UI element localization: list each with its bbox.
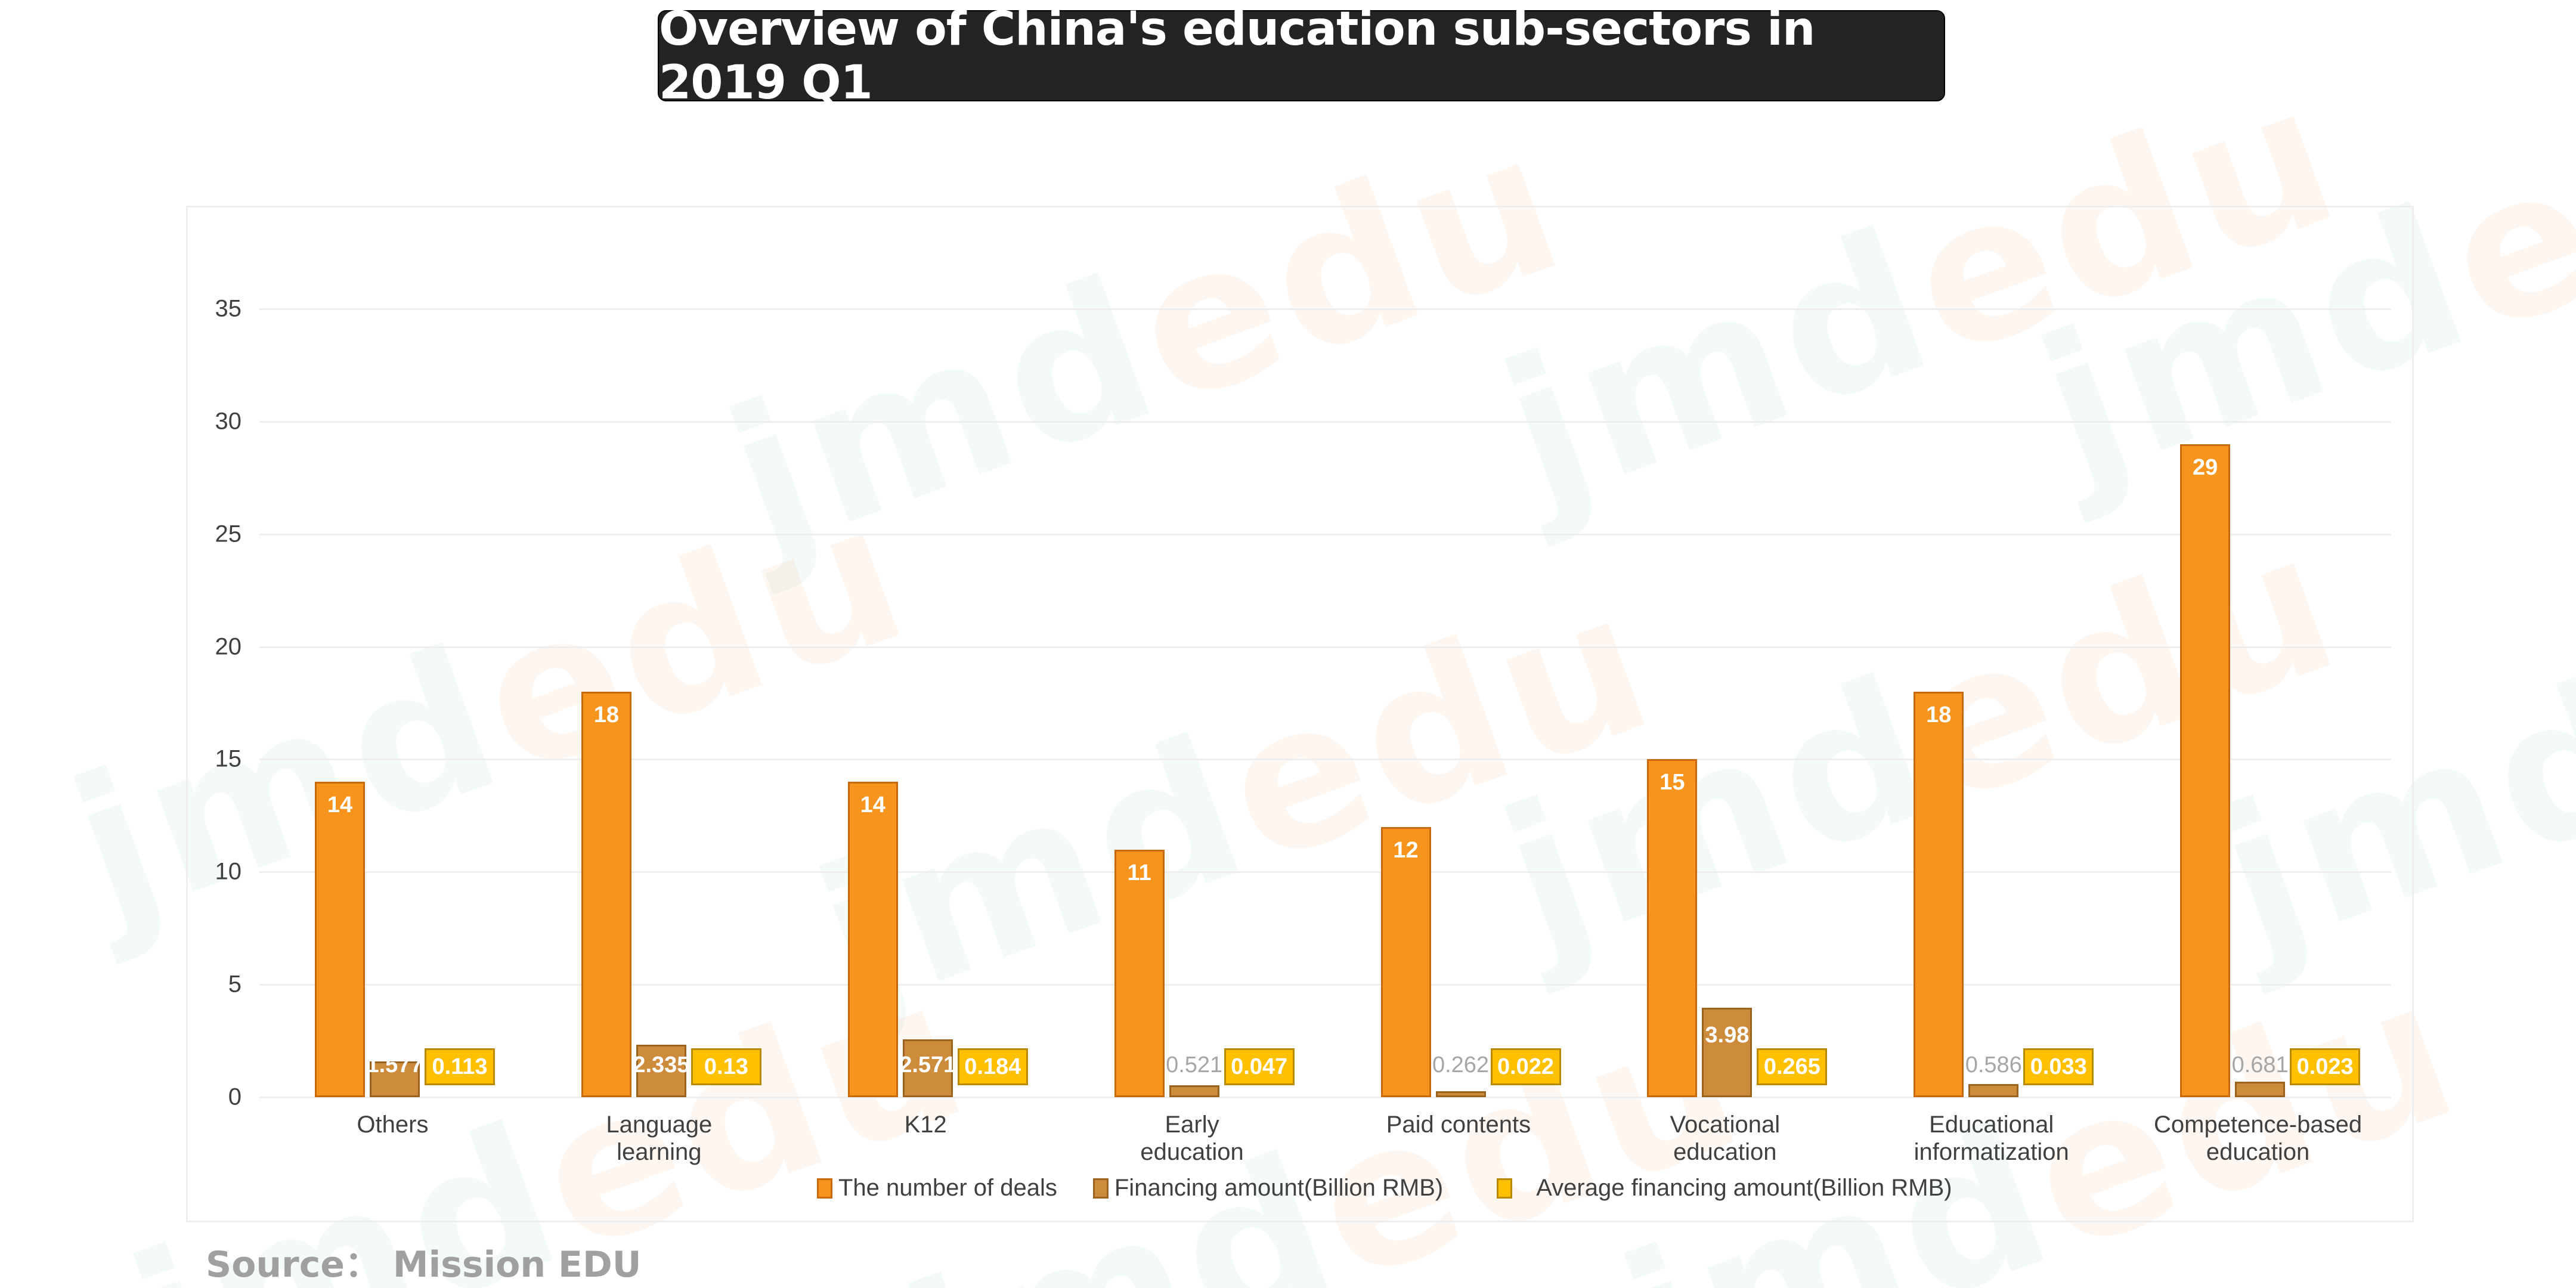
legend: The number of deals Financing amount(Bil…: [817, 1175, 1952, 1202]
bar-financing: [370, 1061, 420, 1097]
x-axis-label: K12: [905, 1111, 947, 1138]
bar-deals: [315, 782, 365, 1097]
y-tick-label: 20: [215, 633, 242, 660]
data-label-deals: 11: [1127, 860, 1151, 886]
bar-financing: [1702, 1007, 1753, 1097]
legend-label-deals: The number of deals: [838, 1175, 1057, 1201]
y-tick-label: 5: [228, 971, 242, 998]
x-axis-label: Vocational education: [1670, 1111, 1781, 1166]
x-axis-label-line1: Vocational: [1670, 1111, 1781, 1138]
gridline: [259, 646, 2391, 648]
gridline: [259, 758, 2391, 761]
x-axis-label-line2: education: [2206, 1139, 2310, 1165]
data-label-financing: 1.577: [366, 1052, 423, 1078]
chart-title-box: Overview of China's education sub-sector…: [658, 2, 1945, 110]
data-label-average: 0.13: [691, 1048, 761, 1085]
x-axis-label-line1: Language: [606, 1111, 713, 1138]
legend-swatch-financing: [1092, 1178, 1109, 1199]
data-label-financing: 2.335: [633, 1052, 690, 1078]
source-note: Source： Mission EDU: [206, 1244, 642, 1286]
legend-item-deals: The number of deals: [817, 1175, 1057, 1202]
x-axis-label-line1: Competence-based: [2154, 1111, 2363, 1138]
y-tick-label: 30: [215, 408, 242, 435]
x-axis-label-line1: Early: [1165, 1111, 1219, 1138]
x-axis-label-line1: Others: [357, 1111, 429, 1138]
chart-frame: [186, 206, 2414, 1222]
data-label-average: 0.023: [2290, 1048, 2361, 1085]
legend-swatch-average: [1497, 1178, 1513, 1199]
x-axis-label: Paid contents: [1386, 1111, 1531, 1138]
data-label-financing: 3.98: [1705, 1022, 1750, 1048]
y-tick-label: 10: [215, 858, 242, 885]
data-label-deals: 14: [860, 792, 886, 818]
legend-label-average: Average financing amount(Billion RMB): [1536, 1175, 1952, 1201]
x-axis-label-line1: Educational: [1929, 1111, 2054, 1138]
x-axis-label-line2: education: [1140, 1139, 1244, 1165]
data-label-deals: 18: [1926, 702, 1952, 728]
bar-financing: [1968, 1083, 2019, 1097]
bar-financing: [1169, 1085, 1219, 1097]
x-axis-label-line1: Paid contents: [1386, 1111, 1531, 1138]
data-label-deals: 14: [327, 792, 353, 818]
bar-financing: [902, 1039, 953, 1097]
x-axis-label-line2: education: [1673, 1139, 1777, 1165]
y-tick-label: 0: [228, 1083, 242, 1110]
data-label-deals: 15: [1659, 770, 1685, 795]
bar-deals: [1914, 692, 1964, 1097]
gridline: [259, 1097, 2391, 1098]
gridline: [259, 871, 2391, 874]
bar-deals: [1380, 826, 1431, 1097]
data-label-deals: 29: [2192, 454, 2218, 480]
gridline: [259, 420, 2391, 423]
data-label-deals: 18: [593, 702, 620, 728]
bar-financing: [636, 1044, 686, 1097]
data-label-financing: 0.521: [1166, 1052, 1223, 1078]
bar-deals: [2180, 444, 2231, 1097]
legend-item-average: Average financing amount(Billion RMB): [1497, 1175, 1952, 1202]
data-label-deals: 12: [1393, 837, 1419, 863]
gridline: [259, 308, 2391, 310]
x-axis-label: Early education: [1140, 1111, 1243, 1166]
x-axis-label: Educational informatization: [1914, 1111, 2069, 1166]
x-axis-label: Competence-based education: [2154, 1111, 2362, 1166]
y-tick-label: 35: [215, 295, 242, 322]
bar-financing: [2235, 1082, 2286, 1097]
data-label-average: 0.265: [1757, 1048, 1828, 1085]
y-tick-label: 25: [215, 521, 242, 547]
x-axis-label-line1: K12: [904, 1111, 947, 1138]
data-label-financing: 0.681: [2231, 1052, 2289, 1078]
y-tick-label: 15: [215, 745, 242, 772]
legend-item-financing: Financing amount(Billion RMB): [1092, 1175, 1444, 1202]
data-label-average: 0.184: [957, 1048, 1028, 1085]
data-label-average: 0.022: [1490, 1048, 1561, 1085]
bar-deals: [847, 782, 898, 1097]
bar-deals: [1114, 849, 1165, 1097]
x-axis-label: Language learning: [606, 1111, 712, 1166]
x-axis-label-line2: informatization: [1914, 1139, 2069, 1165]
data-label-financing: 0.262: [1432, 1052, 1490, 1078]
gridline: [259, 533, 2391, 535]
data-label-average: 0.047: [1224, 1048, 1295, 1085]
bar-deals: [581, 692, 631, 1097]
data-label-average: 0.033: [2023, 1048, 2094, 1085]
bar-financing: [1435, 1091, 1486, 1097]
plot-area: 0 5 10 15 20 25 30 35 14 1.577 0.113 Others 18 2.335 0…: [215, 296, 2391, 1165]
data-label-average: 0.113: [425, 1048, 495, 1085]
legend-swatch-deals: [817, 1178, 832, 1199]
legend-label-financing: Financing amount(Billion RMB): [1114, 1175, 1444, 1201]
x-axis-label: Others: [357, 1111, 428, 1138]
chart-title: Overview of China's education sub-sector…: [659, 2, 1815, 110]
gridline: [259, 984, 2391, 986]
data-label-financing: 0.586: [1965, 1052, 2022, 1078]
data-label-financing: 2.571: [899, 1052, 956, 1078]
bar-deals: [1647, 759, 1698, 1097]
x-axis-label-line2: learning: [617, 1139, 702, 1165]
